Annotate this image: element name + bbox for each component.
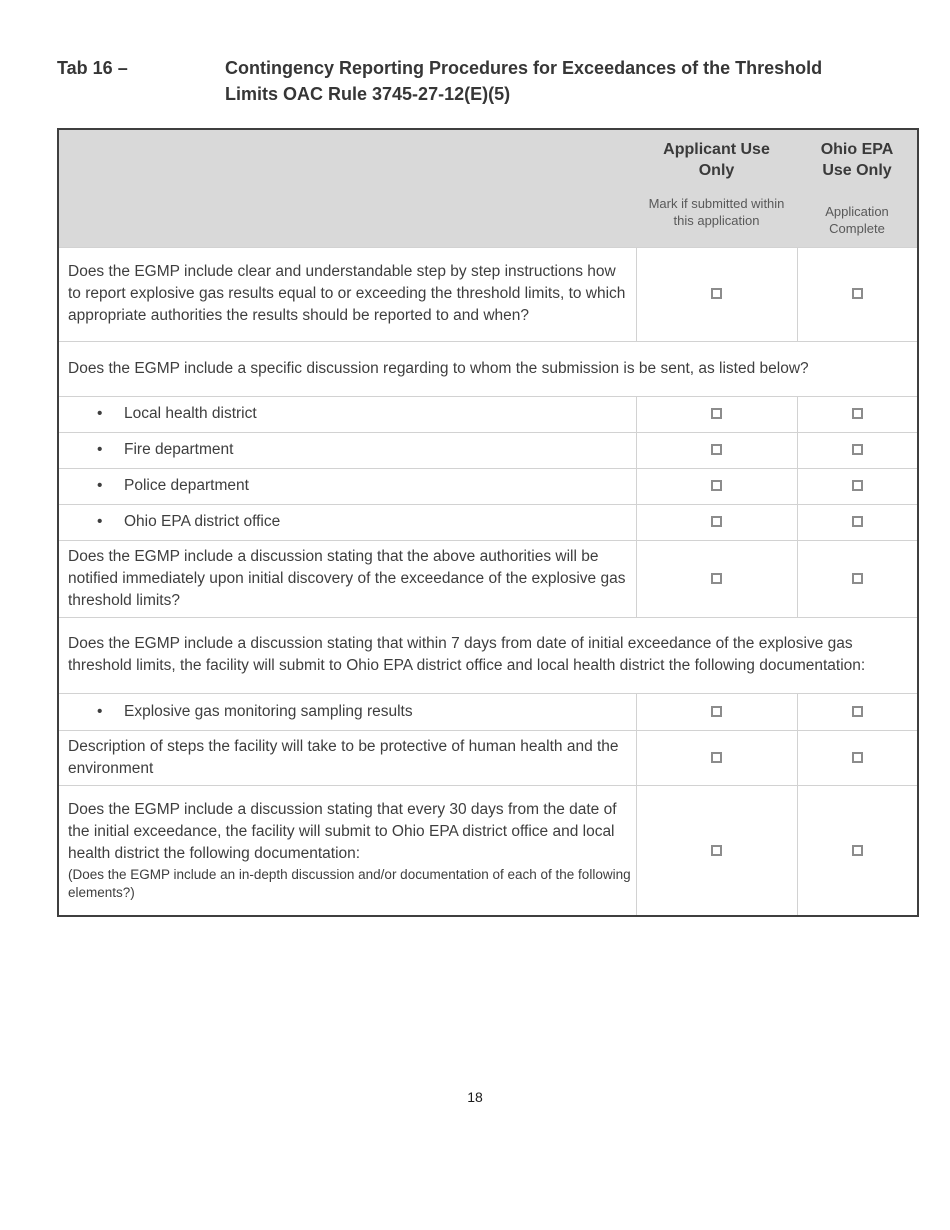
bullet-row: • Explosive gas monitoring sampling resul… bbox=[57, 692, 919, 731]
epa-checkbox[interactable] bbox=[851, 844, 863, 856]
question-row: Description of steps the facility will t… bbox=[57, 729, 919, 786]
question-row: Does the EGMP include a discussion stati… bbox=[57, 539, 919, 618]
bullet-icon: • bbox=[97, 702, 103, 720]
question-text: Does the EGMP include clear and understa… bbox=[57, 246, 637, 342]
applicant-checkbox[interactable] bbox=[711, 751, 722, 763]
applicant-checkbox[interactable] bbox=[711, 444, 722, 456]
bullet-text: Explosive gas monitoring sampling result… bbox=[124, 702, 413, 720]
applicant-checkbox[interactable] bbox=[711, 572, 722, 584]
epa-checkbox[interactable] bbox=[851, 480, 863, 492]
epa-checkbox[interactable] bbox=[851, 288, 863, 300]
bullet-item: • Local health district bbox=[57, 395, 637, 433]
bullet-item: • Explosive gas monitoring sampling resul… bbox=[57, 692, 637, 731]
question-text: Description of steps the facility will t… bbox=[57, 729, 637, 786]
applicant-checkbox-cell bbox=[635, 784, 798, 917]
bullet-icon: • bbox=[97, 477, 103, 494]
question-text: Does the EGMP include a discussion stati… bbox=[57, 539, 637, 618]
question-row: Does the EGMP include clear and understa… bbox=[57, 246, 919, 342]
epa-checkbox-cell bbox=[796, 729, 919, 786]
applicant-checkbox-cell bbox=[635, 503, 798, 541]
bullet-text: Police department bbox=[124, 477, 249, 494]
epa-checkbox-cell bbox=[796, 431, 919, 469]
epa-checkbox-cell bbox=[796, 692, 919, 731]
bullet-item: • Ohio EPA district office bbox=[57, 503, 637, 541]
header-applicant-column: Applicant Use Only Mark if submitted wit… bbox=[636, 129, 797, 247]
ohio-epa-use-only-heading: Ohio EPA Use Only bbox=[820, 141, 894, 179]
epa-checkbox[interactable] bbox=[851, 444, 863, 456]
bullet-item: • Police department bbox=[57, 467, 637, 505]
applicant-checkbox[interactable] bbox=[711, 408, 722, 420]
section-text: Does the EGMP include a discussion stati… bbox=[57, 616, 919, 694]
header-epa-column: Ohio EPA Use Only Application Complete bbox=[797, 129, 918, 247]
table-header-row: Applicant Use Only Mark if submitted wit… bbox=[58, 129, 918, 247]
applicant-checkbox[interactable] bbox=[711, 844, 722, 856]
epa-checkbox[interactable] bbox=[851, 572, 863, 584]
applicant-checkbox-cell bbox=[635, 395, 798, 433]
applicant-checkbox-cell bbox=[635, 692, 798, 731]
epa-checkbox-cell bbox=[796, 784, 919, 917]
epa-checkbox-cell bbox=[796, 503, 919, 541]
bullet-row: • Local health district bbox=[57, 395, 919, 433]
applicant-checkbox[interactable] bbox=[711, 480, 722, 492]
bullet-text: Local health district bbox=[124, 405, 257, 422]
question-note: (Does the EGMP include an in-depth discu… bbox=[68, 866, 631, 900]
bullet-item: • Fire department bbox=[57, 431, 637, 469]
epa-checkbox-cell bbox=[796, 467, 919, 505]
applicant-checkbox-cell bbox=[635, 431, 798, 469]
checklist-table: Applicant Use Only Mark if submitted wit… bbox=[57, 128, 919, 917]
applicant-use-only-heading: Applicant Use Only bbox=[663, 141, 770, 179]
ohio-epa-use-only-subheading: Application Complete bbox=[825, 204, 889, 236]
epa-checkbox-cell bbox=[796, 246, 919, 342]
tab-number-label: Tab 16 – bbox=[57, 58, 128, 78]
page-title: Tab 16 – Contingency Reporting Procedure… bbox=[57, 55, 853, 107]
bullet-text: Ohio EPA district office bbox=[124, 513, 281, 530]
question-cell: Does the EGMP include a discussion stati… bbox=[57, 784, 637, 917]
epa-checkbox[interactable] bbox=[851, 516, 863, 528]
applicant-checkbox[interactable] bbox=[711, 705, 722, 717]
applicant-use-only-subheading: Mark if submitted within this applicatio… bbox=[648, 196, 785, 228]
applicant-checkbox-cell bbox=[635, 246, 798, 342]
question-row: Does the EGMP include a discussion stati… bbox=[57, 784, 919, 917]
epa-checkbox[interactable] bbox=[851, 751, 863, 763]
header-question-column bbox=[58, 129, 636, 247]
bullet-row: • Fire department bbox=[57, 431, 919, 469]
applicant-checkbox[interactable] bbox=[711, 516, 722, 528]
applicant-checkbox-cell bbox=[635, 467, 798, 505]
epa-checkbox[interactable] bbox=[851, 408, 863, 420]
page-number: 18 bbox=[467, 1089, 483, 1105]
bullet-icon: • bbox=[97, 441, 103, 458]
tab-title-text: Contingency Reporting Procedures for Exc… bbox=[225, 58, 823, 104]
bullet-icon: • bbox=[97, 405, 103, 422]
section-row: Does the EGMP include a discussion stati… bbox=[57, 616, 919, 694]
applicant-checkbox[interactable] bbox=[711, 288, 722, 300]
question-text: Does the EGMP include a discussion stati… bbox=[68, 800, 617, 862]
bullet-row: • Police department bbox=[57, 467, 919, 505]
bullet-icon: • bbox=[97, 513, 103, 530]
epa-checkbox[interactable] bbox=[851, 705, 863, 717]
bullet-row: • Ohio EPA district office bbox=[57, 503, 919, 541]
section-row: Does the EGMP include a specific discuss… bbox=[57, 340, 919, 397]
epa-checkbox-cell bbox=[796, 395, 919, 433]
applicant-checkbox-cell bbox=[635, 539, 798, 618]
epa-checkbox-cell bbox=[796, 539, 919, 618]
applicant-checkbox-cell bbox=[635, 729, 798, 786]
section-text: Does the EGMP include a specific discuss… bbox=[57, 340, 919, 397]
bullet-text: Fire department bbox=[124, 441, 234, 458]
